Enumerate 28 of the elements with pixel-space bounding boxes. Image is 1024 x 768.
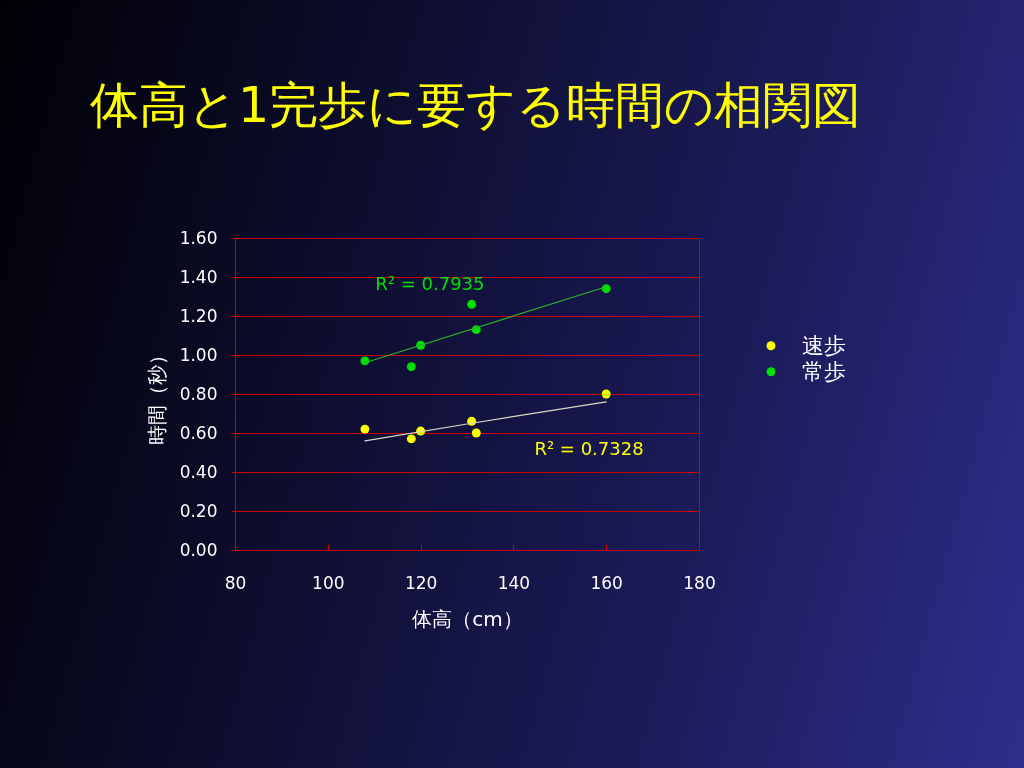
point (467, 299, 477, 309)
point (601, 389, 611, 399)
x-tick-label: 120 (404, 572, 438, 593)
legend-label: 常歩 (802, 358, 846, 384)
x-axis-title: 体高（cm） (412, 606, 523, 631)
x-tick-label: 160 (590, 572, 623, 593)
chart-title: 体高と1完歩に要する時間の相関図 (90, 77, 862, 134)
x-tick-label: 100 (312, 572, 345, 593)
point (360, 424, 370, 434)
point (406, 434, 416, 444)
y-tick-label: 1.20 (179, 305, 218, 326)
y-tick-label: 1.60 (179, 227, 218, 248)
y-tick-label: 0.40 (179, 461, 218, 482)
x-tick-label: 180 (683, 572, 716, 593)
y-tick-label: 1.40 (179, 266, 218, 287)
y-tick-label: 0.00 (179, 539, 218, 560)
y-tick-label: 1.00 (179, 344, 218, 365)
y-tick-label: 0.80 (179, 383, 218, 404)
y-axis-title: 時間（秒） (144, 344, 169, 445)
annotation: R² = 0.7935 (375, 273, 485, 295)
annotation: R² = 0.7328 (534, 438, 644, 460)
point (406, 362, 416, 372)
y-tick-label: 0.20 (179, 500, 218, 521)
x-tick-label: 80 (224, 572, 247, 593)
point (471, 428, 481, 438)
x-tick-label: 140 (497, 572, 531, 593)
y-tick-label: 0.60 (179, 422, 218, 443)
legend-label: 速歩 (802, 332, 846, 358)
